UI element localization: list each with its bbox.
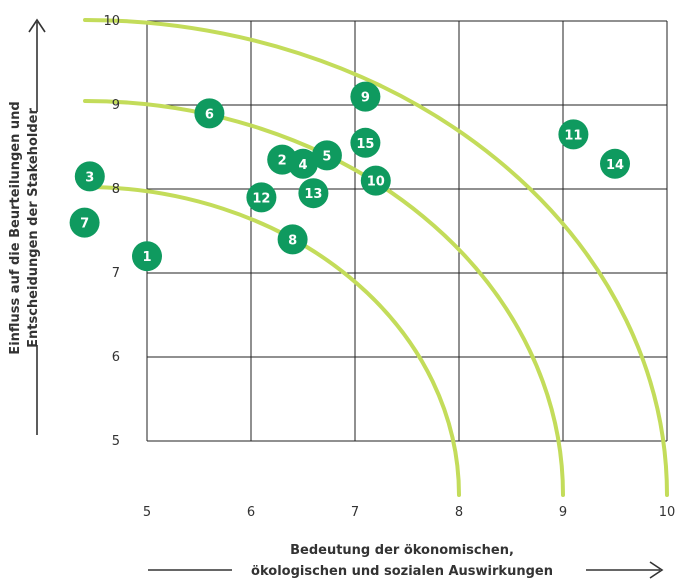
x-tick-label: 8	[455, 505, 463, 520]
data-point-label: 12	[252, 191, 270, 206]
data-point-4: 4	[288, 148, 318, 179]
data-point-marker	[600, 148, 630, 179]
data-point-label: 7	[80, 217, 89, 232]
data-point-3: 3	[74, 161, 105, 192]
x-axis-title: Bedeutung der ökonomischen, ökologischen…	[148, 543, 664, 579]
data-point-14: 14	[600, 148, 630, 179]
materiality-arc-1	[83, 185, 461, 497]
tick-labels: 5 6 7 8 9 10 5 6 7 8 9 10	[103, 14, 675, 520]
data-point-marker	[246, 182, 277, 213]
materiality-arc-3	[83, 18, 669, 497]
x-axis-label-line-2: ökologischen und sozialen Auswirkungen	[251, 564, 553, 579]
data-point-15: 15	[350, 127, 381, 158]
data-point-1: 1	[132, 241, 162, 272]
x-tick-label: 6	[247, 505, 255, 520]
data-point-12: 12	[246, 182, 277, 213]
data-point-10: 10	[360, 165, 391, 196]
x-tick-label: 5	[143, 505, 151, 520]
data-point-label: 4	[298, 158, 307, 173]
data-point-7: 7	[69, 207, 100, 238]
data-point-marker	[74, 161, 105, 192]
data-point-label: 8	[288, 233, 297, 248]
y-tick-label: 6	[112, 350, 120, 365]
data-point-marker	[360, 165, 391, 196]
data-point-label: 14	[606, 158, 624, 173]
data-point-marker	[350, 81, 381, 112]
data-point-label: 13	[304, 187, 322, 202]
y-tick-label: 9	[112, 98, 120, 113]
data-point-label: 1	[142, 250, 151, 265]
data-point-13: 13	[298, 178, 329, 209]
data-point-label: 3	[85, 170, 94, 185]
data-point-marker	[298, 178, 329, 209]
y-tick-label: 8	[112, 182, 120, 197]
data-point-label: 5	[322, 149, 331, 164]
data-point-marker	[288, 148, 318, 179]
data-point-label: 9	[361, 91, 370, 106]
y-axis-arrow	[28, 18, 46, 435]
data-point-marker	[277, 224, 308, 255]
data-point-marker	[558, 119, 589, 150]
data-point-label: 15	[356, 137, 374, 152]
data-point-label: 11	[564, 128, 582, 143]
y-tick-label: 7	[112, 266, 120, 281]
x-tick-label: 10	[659, 505, 676, 520]
data-point-marker	[69, 207, 100, 238]
data-point-11: 11	[558, 119, 589, 150]
x-axis-arrow	[148, 561, 664, 579]
data-point-9: 9	[350, 81, 381, 112]
data-point-8: 8	[277, 224, 308, 255]
y-tick-label: 5	[112, 434, 120, 449]
grid	[146, 20, 668, 442]
y-tick-label: 10	[103, 14, 120, 29]
x-tick-label: 9	[559, 505, 567, 520]
data-point-marker	[350, 127, 381, 158]
data-point-marker	[311, 140, 342, 171]
data-point-marker	[132, 241, 162, 272]
data-point-label: 2	[278, 154, 287, 169]
y-axis-label-line-2: Entscheidungen der Stakeholder	[26, 108, 41, 348]
data-point-label: 6	[205, 107, 214, 122]
data-point-marker	[194, 98, 225, 129]
y-axis-label-line-1: Einfluss auf die Beurteilungen und	[8, 101, 23, 354]
x-tick-label: 7	[351, 505, 359, 520]
data-point-label: 10	[367, 175, 385, 190]
data-point-5: 5	[311, 140, 342, 171]
y-axis-title: Einfluss auf die Beurteilungen und Entsc…	[8, 18, 46, 435]
data-point-6: 6	[194, 98, 225, 129]
x-axis-label-line-1: Bedeutung der ökonomischen,	[290, 543, 514, 558]
